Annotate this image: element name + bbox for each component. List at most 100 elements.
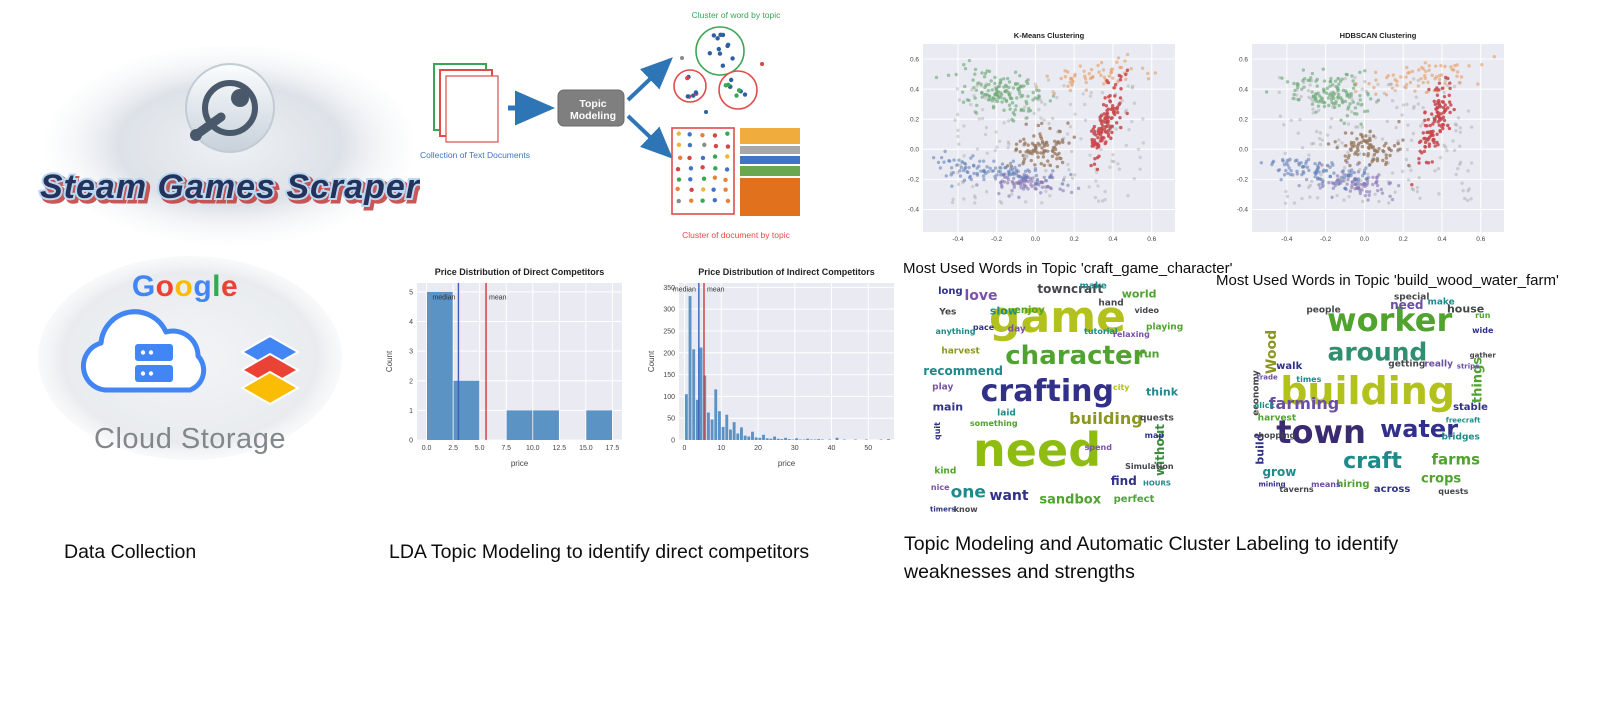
cloud-word: people xyxy=(1306,305,1341,316)
cloud-word: taverns xyxy=(1279,484,1314,494)
word-cluster-circles xyxy=(673,26,758,110)
cloud-word: harvest xyxy=(941,346,980,357)
cloud-word: spend xyxy=(1084,442,1112,452)
mean-label: mean xyxy=(707,287,725,294)
cloud-word: main xyxy=(932,400,964,414)
svg-text:5: 5 xyxy=(409,289,413,296)
svg-text:350: 350 xyxy=(663,285,675,292)
svg-text:0.2: 0.2 xyxy=(1399,236,1408,243)
svg-text:0.4: 0.4 xyxy=(910,86,919,93)
chart-title: HDBSCAN Clustering xyxy=(1340,31,1417,40)
cloud-word: gather xyxy=(1469,351,1496,360)
cloud-word: love xyxy=(964,288,998,305)
cloud-word: think xyxy=(1146,385,1179,399)
svg-text:0.4: 0.4 xyxy=(1108,236,1117,243)
cloud-word: hiring xyxy=(1336,479,1370,491)
docs-caption: Collection of Text Documents xyxy=(420,150,530,160)
hist-bars xyxy=(684,296,890,440)
cloud-word: video xyxy=(1134,305,1160,315)
svg-text:0.2: 0.2 xyxy=(1070,236,1079,243)
svg-text:20: 20 xyxy=(754,445,762,452)
cloud-word: Simulation xyxy=(1125,461,1174,471)
cloud-word: special xyxy=(1393,292,1430,303)
direct-competitors-histogram: 0 1 2 3 4 5 0.0 2.5 5.0 7.5 10.0 12.5 15.0 17.5 median… xyxy=(385,267,622,468)
cloud-word: bridges xyxy=(1441,432,1480,443)
caption-lda-topic-modeling: LDA Topic Modeling to identify direct co… xyxy=(389,541,810,563)
cloud-word: fun xyxy=(1139,347,1160,361)
svg-text:0.6: 0.6 xyxy=(1476,236,1485,243)
wordcloud-1-title: Most Used Words in Topic 'craft_game_cha… xyxy=(903,260,1233,277)
cloud-word: stable xyxy=(1453,401,1488,413)
caption-cluster-labeling: Topic Modeling and Automatic Cluster Lab… xyxy=(904,533,1399,584)
median-label: median xyxy=(432,294,455,301)
cloud-word: need xyxy=(973,423,1102,477)
svg-text:0.0: 0.0 xyxy=(1031,236,1040,243)
google-wordmark: Google xyxy=(132,270,238,303)
svg-text:4: 4 xyxy=(409,319,413,326)
topic-modeling-box xyxy=(557,89,625,127)
cloud-word: world xyxy=(1121,287,1157,301)
svg-text:-0.4: -0.4 xyxy=(908,207,920,214)
cloud-word: playing xyxy=(1146,322,1184,333)
svg-text:-0.2: -0.2 xyxy=(1320,236,1332,243)
axis-ticks: 0 50 100 150 200 250 300 350 0 10 20 30 40 50 xyxy=(663,285,872,452)
svg-text:2.5: 2.5 xyxy=(448,445,458,452)
cloud-storage-label: Cloud Storage xyxy=(94,423,286,455)
document-stack xyxy=(433,63,499,143)
cloud-word: building xyxy=(1069,408,1143,428)
chart-title: K-Means Clustering xyxy=(1014,31,1085,40)
steam-logo-graphic: Steam Games Scraper Steam Games Scraper xyxy=(38,45,425,245)
kmeans-clustering-plot: -0.4 -0.2 0.0 0.2 0.4 0.6 -0.4 -0.2 0.0 0.2 0.4 0.6… xyxy=(908,31,1175,243)
svg-text:30: 30 xyxy=(791,445,799,452)
svg-text:0.0: 0.0 xyxy=(910,147,919,154)
cloud-word: kind xyxy=(934,466,957,477)
svg-text:0: 0 xyxy=(671,438,675,445)
svg-text:-0.4: -0.4 xyxy=(1237,207,1249,214)
cloud-word: make xyxy=(1079,281,1107,292)
svg-text:-0.2: -0.2 xyxy=(991,236,1003,243)
cloud-word: across xyxy=(1373,483,1411,495)
cloud-word: Yes xyxy=(939,307,957,318)
cloud-word: HOURS xyxy=(1142,479,1171,488)
cloud-word: strips xyxy=(1456,362,1480,371)
cloud-word: timers xyxy=(930,505,956,514)
scatter-points xyxy=(1259,55,1497,206)
hdbscan-clustering-plot: -0.4 -0.2 0.0 0.2 0.4 0.6 -0.4 -0.2 0.0 0.2 0.4 0.6… xyxy=(1237,31,1504,243)
cloud-word: worker xyxy=(1327,300,1453,339)
x-axis-label: price xyxy=(511,459,529,468)
svg-text:40: 40 xyxy=(828,445,836,452)
cloud-word: times xyxy=(1296,375,1322,384)
svg-text:12.5: 12.5 xyxy=(553,445,567,452)
svg-text:10: 10 xyxy=(717,445,725,452)
cloud-word: craft xyxy=(1343,448,1402,474)
cloud-word: house xyxy=(1446,302,1485,316)
svg-text:-0.4: -0.4 xyxy=(952,236,964,243)
cloud-word: tutorial xyxy=(1084,327,1118,337)
cloud-word: anything xyxy=(935,327,976,337)
cloud-word: click xyxy=(1254,400,1275,410)
svg-text:3: 3 xyxy=(409,349,413,356)
plot-area xyxy=(1252,44,1504,232)
svg-text:0: 0 xyxy=(683,445,687,452)
chart-title: Price Distribution of Direct Competitors xyxy=(435,267,605,277)
x-axis-label: price xyxy=(778,459,796,468)
y-axis-label: Count xyxy=(647,350,656,372)
server-icon xyxy=(135,344,173,382)
steam-icon xyxy=(190,80,258,141)
cloud-word: recommend xyxy=(923,363,1003,378)
cloud-word: towncraft xyxy=(1037,282,1104,297)
scatter-points xyxy=(931,52,1158,205)
topic-modeling-diagram: Collection of Text Documents Cluster of … xyxy=(420,6,900,258)
caption-data-collection: Data Collection xyxy=(64,541,197,563)
plot-area xyxy=(679,283,894,440)
cloud-word: building xyxy=(1280,368,1455,413)
cloud-word: quests xyxy=(1139,413,1174,424)
svg-text:-0.4: -0.4 xyxy=(1281,236,1293,243)
svg-text:50: 50 xyxy=(667,416,675,423)
cloud-word: perfect xyxy=(1113,494,1155,506)
svg-text:0.2: 0.2 xyxy=(910,117,919,124)
cloud-word: city xyxy=(1112,382,1130,392)
doc-cluster-caption: Cluster of document by topic xyxy=(682,230,790,240)
axis-ticks: 0 1 2 3 4 5 0.0 2.5 5.0 7.5 10.0 12.5 15.0 17.5 xyxy=(409,289,619,452)
svg-text:-0.2: -0.2 xyxy=(1237,177,1249,184)
